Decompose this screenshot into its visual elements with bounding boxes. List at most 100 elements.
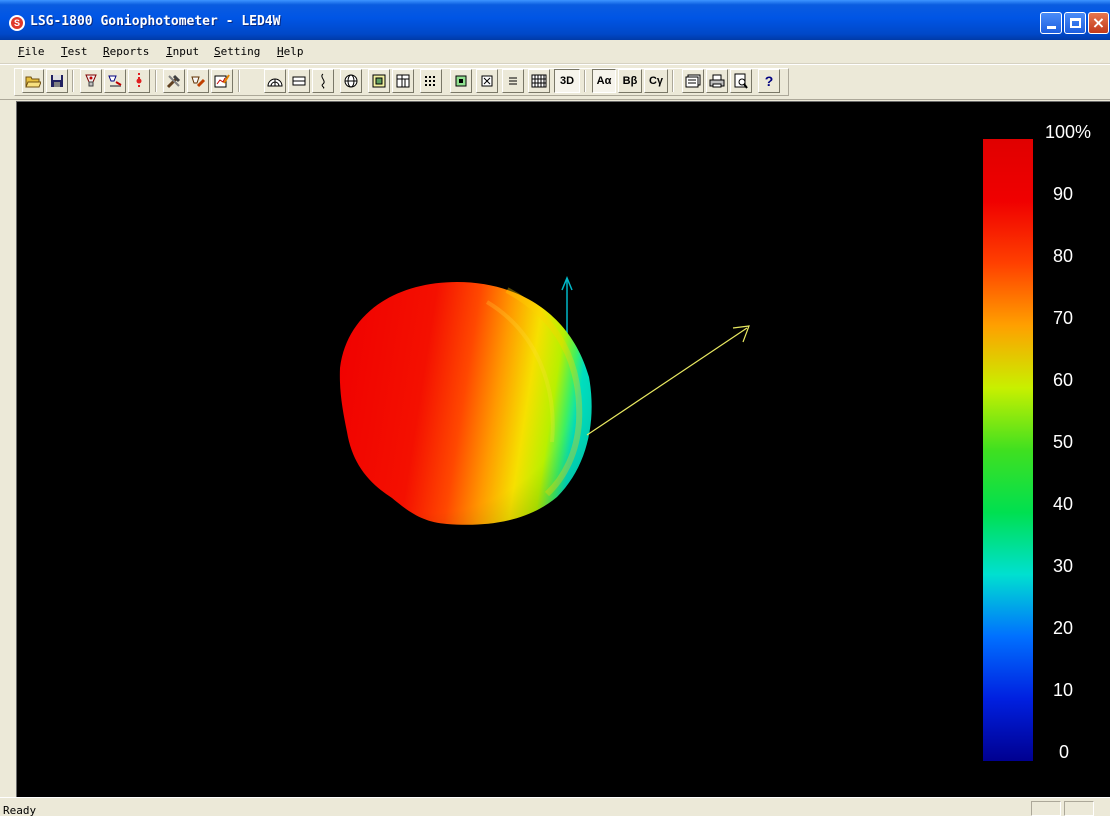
- save-button[interactable]: [46, 69, 68, 93]
- b-beta-button[interactable]: Bβ: [618, 69, 642, 93]
- menu-help-label: elp: [283, 45, 304, 58]
- menu-setting-label: etting: [220, 45, 261, 58]
- x-box-button[interactable]: [476, 69, 498, 93]
- open-file-button[interactable]: [22, 69, 44, 93]
- toolbar-separator: [672, 70, 674, 92]
- line-plot-icon: [292, 76, 306, 86]
- open-file-icon: [25, 76, 41, 88]
- intensity-distribution-3d[interactable]: [17, 102, 1110, 798]
- table-icon: [425, 76, 435, 86]
- menu-test-accel: T: [61, 45, 68, 58]
- app-logo-icon[interactable]: S: [9, 15, 25, 31]
- c-gamma-button[interactable]: Cγ: [644, 69, 668, 93]
- color-scale-label: 90: [1053, 184, 1074, 204]
- title-bar[interactable]: S LSG-1800 Goniophotometer - LED4W ×: [0, 0, 1110, 40]
- toolbar-separator: [72, 70, 74, 92]
- color-scale-label: 30: [1053, 556, 1074, 576]
- b-beta-icon: Bβ: [622, 75, 638, 87]
- lamp-measure-button[interactable]: [104, 69, 126, 93]
- menu-help-accel: H: [277, 45, 284, 58]
- chart-pen-icon: [214, 74, 230, 88]
- toolbar: 3D Aα Bβ Cγ ?: [0, 64, 1110, 100]
- color-scale-label: 50: [1053, 432, 1074, 452]
- menu-input-label: nput: [172, 45, 200, 58]
- color-scale-label: 80: [1053, 246, 1074, 266]
- lamp-button[interactable]: [80, 69, 102, 93]
- color-scale-label: 0: [1059, 742, 1070, 762]
- color-scale-bar: [983, 139, 1033, 761]
- isolux-icon: [372, 74, 386, 88]
- menu-test[interactable]: Test: [61, 45, 88, 58]
- print-preview-icon: [734, 73, 748, 89]
- curve-icon: [321, 73, 325, 89]
- menu-setting-accel: S: [214, 45, 221, 58]
- close-button[interactable]: ×: [1088, 12, 1109, 34]
- menu-input[interactable]: Input: [166, 45, 199, 58]
- toolbar-separator: [238, 70, 240, 92]
- close-icon: ×: [1091, 13, 1106, 32]
- c-gamma-icon: Cγ: [648, 75, 664, 87]
- a-alpha-icon: Aα: [596, 75, 612, 87]
- help-icon: ?: [764, 73, 774, 89]
- color-scale-label: 20: [1053, 618, 1074, 638]
- report-icon: [685, 74, 701, 88]
- sphere-lobe-highlight: [485, 300, 555, 443]
- lines-button[interactable]: [502, 69, 524, 93]
- menu-test-label: est: [67, 45, 88, 58]
- 3d-view-button[interactable]: 3D: [554, 69, 580, 93]
- sphere-icon: [344, 74, 358, 88]
- sphere-button[interactable]: [340, 69, 362, 93]
- small-box-icon: [455, 75, 467, 87]
- red-marker-icon: [136, 73, 142, 89]
- lamp-measure-icon: [108, 75, 122, 87]
- save-icon: [51, 75, 63, 87]
- table-button[interactable]: [420, 69, 442, 93]
- small-box-button[interactable]: [450, 69, 472, 93]
- menu-reports[interactable]: Reports: [103, 45, 149, 58]
- curve-button[interactable]: [312, 69, 334, 93]
- grid-button[interactable]: [392, 69, 414, 93]
- status-panel: [1064, 801, 1094, 816]
- matrix-button[interactable]: [528, 69, 550, 93]
- isolux-button[interactable]: [368, 69, 390, 93]
- help-button[interactable]: ?: [758, 69, 780, 93]
- status-text: Ready: [3, 804, 37, 816]
- edit-lamp-button[interactable]: [187, 69, 209, 93]
- 3d-view-panel[interactable]: 100% 90 80 70 60 50 40 30 20 10 0: [16, 101, 1110, 797]
- print-button[interactable]: [706, 69, 728, 93]
- minimize-icon: [1046, 26, 1056, 29]
- tools-icon: [166, 74, 181, 89]
- maximize-button[interactable]: [1064, 12, 1086, 34]
- chart-pen-button[interactable]: [211, 69, 233, 93]
- toolbar-strip: [14, 68, 789, 96]
- red-marker-button[interactable]: [128, 69, 150, 93]
- sphere-shading: [339, 282, 592, 525]
- matrix-icon: [531, 74, 547, 88]
- menu-file[interactable]: File: [18, 45, 45, 58]
- minimize-button[interactable]: [1040, 12, 1062, 34]
- toolbar-separator: [155, 70, 157, 92]
- status-panel: [1031, 801, 1061, 816]
- menu-setting[interactable]: Setting: [214, 45, 260, 58]
- report-button[interactable]: [682, 69, 704, 93]
- horizontal-axis-arrowhead: [732, 325, 750, 343]
- print-preview-button[interactable]: [730, 69, 752, 93]
- a-alpha-button[interactable]: Aα: [592, 69, 616, 93]
- 3d-view-icon: 3D: [559, 75, 575, 87]
- app-logo-letter: S: [11, 17, 23, 29]
- vertical-axis-arrowhead: [561, 276, 573, 291]
- polar-plot-button[interactable]: [264, 69, 286, 93]
- sphere-lobe-highlight: [505, 287, 583, 497]
- lamp-icon: [85, 74, 97, 87]
- status-bar: Ready: [0, 797, 1110, 816]
- color-scale-label: 40: [1053, 494, 1074, 514]
- color-scale-label: 70: [1053, 308, 1074, 328]
- horizontal-axis-line: [586, 327, 748, 436]
- line-plot-button[interactable]: [288, 69, 310, 93]
- edit-lamp-icon: [191, 76, 206, 88]
- tools-button[interactable]: [163, 69, 185, 93]
- menu-input-accel: I: [166, 45, 173, 58]
- menu-help[interactable]: Help: [277, 45, 304, 58]
- menu-file-accel: F: [18, 45, 25, 58]
